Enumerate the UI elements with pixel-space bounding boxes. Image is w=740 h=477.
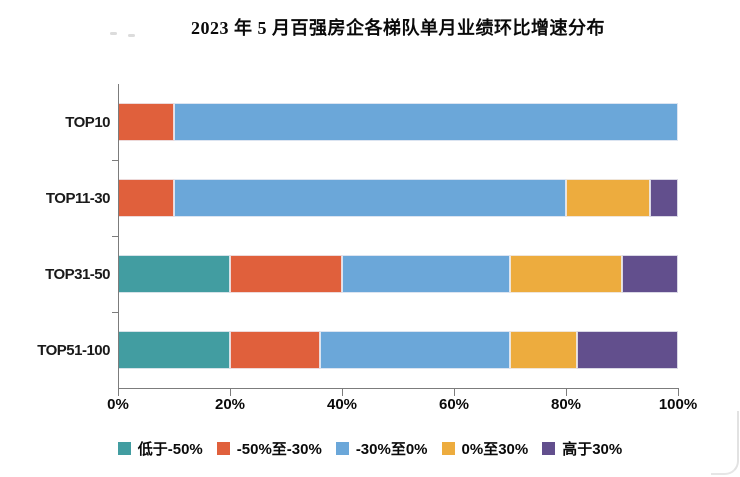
legend-item: 高于30% [542, 438, 622, 459]
bar-segment [118, 179, 174, 217]
x-tick-label: 60% [438, 396, 470, 413]
bar-segment [650, 179, 678, 217]
legend-item: -30%至0% [335, 438, 428, 459]
legend-color-swatch [441, 442, 455, 455]
bar-row [118, 103, 678, 141]
window-rounded-corner [711, 411, 739, 475]
bar-segment [118, 331, 230, 369]
chart-title: 2023 年 5 月百强房企各梯队单月业绩环比增速分布 [191, 18, 605, 38]
title-artifact-mark [110, 32, 117, 35]
x-tick-label: 20% [214, 396, 246, 413]
x-tick-label: 80% [550, 396, 582, 413]
legend-color-swatch [542, 442, 556, 455]
legend-label: 0%至30% [461, 441, 529, 458]
legend-item: -50%至-30% [216, 438, 322, 459]
x-axis-tick [118, 388, 119, 396]
y-axis-tick [112, 236, 118, 237]
legend-item: 0%至30% [441, 438, 529, 459]
legend-label: -30%至0% [355, 441, 428, 458]
y-axis-line [118, 84, 119, 389]
x-axis-tick [678, 388, 679, 396]
category-label: TOP51-100 [37, 341, 110, 359]
x-axis-tick [566, 388, 567, 396]
bar-segment [230, 255, 342, 293]
x-tick-label: 100% [658, 396, 698, 413]
legend-item: 低于-50% [117, 438, 203, 459]
x-axis-line [118, 388, 679, 389]
x-tick-label: 0% [107, 396, 129, 413]
bar-row [118, 179, 678, 217]
category-label: TOP11-30 [45, 189, 111, 207]
legend-label: 高于30% [562, 441, 623, 458]
x-axis-tick [230, 388, 231, 396]
title-artifact-mark [128, 34, 135, 37]
bar-segment [319, 331, 510, 369]
bar-segment [118, 103, 174, 141]
bar-segment [174, 179, 566, 217]
bar-segment [622, 255, 678, 293]
bar-row [118, 255, 678, 293]
legend: 低于-50% -50%至-30% -30%至0% 0%至30% 高于30% [0, 438, 740, 459]
x-tick-label: 40% [326, 396, 358, 413]
x-axis-tick [454, 388, 455, 396]
legend-color-swatch [117, 442, 131, 455]
legend-label: -50%至-30% [236, 441, 322, 458]
bar-rows [118, 84, 678, 388]
x-axis-tick [342, 388, 343, 396]
bar-row [118, 331, 678, 369]
bar-segment [342, 255, 510, 293]
category-label: TOP10 [65, 113, 110, 131]
bar-segment [577, 331, 678, 369]
bar-segment [510, 255, 622, 293]
bar-segment [230, 331, 320, 369]
y-axis-tick [112, 312, 118, 313]
legend-color-swatch [335, 442, 349, 455]
bar-segment [566, 179, 650, 217]
legend-label: 低于-50% [137, 441, 203, 458]
category-label: TOP31-50 [45, 265, 110, 283]
legend-color-swatch [216, 442, 230, 455]
bar-segment [174, 103, 678, 141]
bar-segment [118, 255, 230, 293]
bar-segment [509, 331, 578, 369]
y-axis-tick [112, 160, 118, 161]
plot-area: TOP10 TOP11-30 TOP31-50 TOP51-100 0% 20% 40% 6… [0, 84, 740, 413]
